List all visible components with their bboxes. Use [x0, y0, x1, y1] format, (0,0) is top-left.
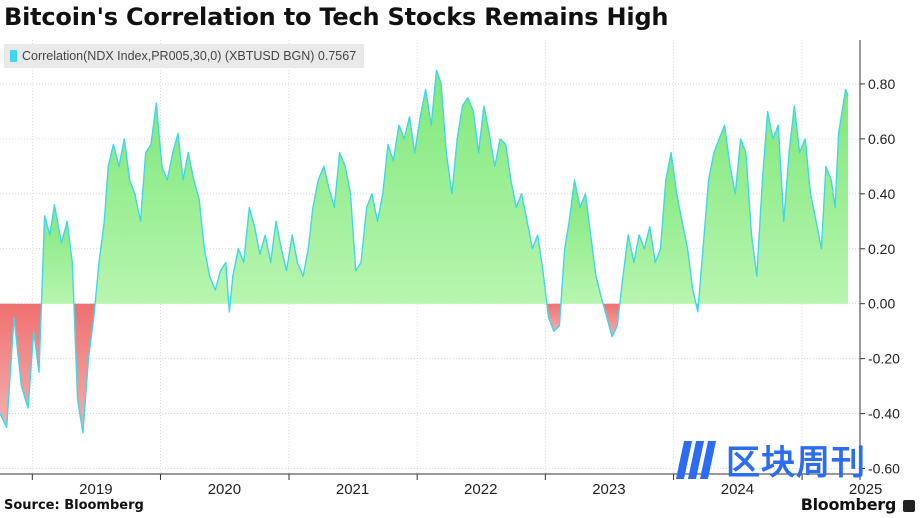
y-tick-label: 0.40 [868, 186, 895, 202]
area-fills [0, 70, 849, 433]
axes [0, 40, 865, 480]
y-tick-label: 0.20 [868, 241, 895, 257]
x-tick-label: 2021 [336, 481, 369, 498]
negative-area [0, 303, 42, 428]
source-note: Source: Bloomberg [4, 498, 144, 513]
positive-area [230, 70, 547, 304]
x-tick-label: 2022 [464, 481, 497, 498]
y-tick-label: 0.60 [868, 131, 895, 147]
y-tick-label: -0.40 [868, 406, 900, 422]
brand-logo: Bloomberg [800, 495, 897, 514]
x-tick-label: 2023 [592, 481, 625, 498]
correlation-line [0, 69, 849, 434]
x-tick-label: 2020 [208, 481, 241, 498]
y-tick-label: 0.80 [868, 76, 895, 92]
negative-area [73, 303, 96, 433]
x-tick-label: 2019 [79, 481, 112, 498]
series-line [0, 69, 849, 434]
x-tick-label: 2025 [849, 481, 882, 498]
positive-area [560, 180, 603, 304]
watermark: 区块周刊 [675, 435, 866, 484]
y-tick-labels: 0.80 0.60 0.40 0.20 0.00 -0.20 -0.40 -0.60 [868, 76, 900, 477]
positive-area [698, 89, 849, 304]
chart-title: Bitcoin's Correlation to Tech Stocks Rem… [4, 3, 669, 31]
watermark-text: 区块周刊 [726, 443, 866, 483]
watermark-logo-icon [675, 439, 718, 481]
y-tick-label: 0.00 [868, 296, 895, 312]
legend-label: Correlation(NDX Index,PR005,30,0) (XBTUS… [22, 49, 357, 63]
positive-area [619, 152, 696, 304]
x-tick-label: 2024 [721, 481, 754, 498]
legend-swatch [10, 50, 17, 62]
y-tick-label: -0.20 [868, 351, 900, 367]
legend: Correlation(NDX Index,PR005,30,0) (XBTUS… [4, 44, 365, 68]
positive-area [95, 103, 229, 304]
y-tick-label: -0.60 [868, 461, 900, 477]
positive-area [41, 204, 74, 304]
bloomberg-icon [903, 500, 915, 512]
negative-area [546, 303, 561, 332]
x-tick-labels: 2019 2020 2021 2022 2023 2024 2025 [79, 481, 882, 498]
